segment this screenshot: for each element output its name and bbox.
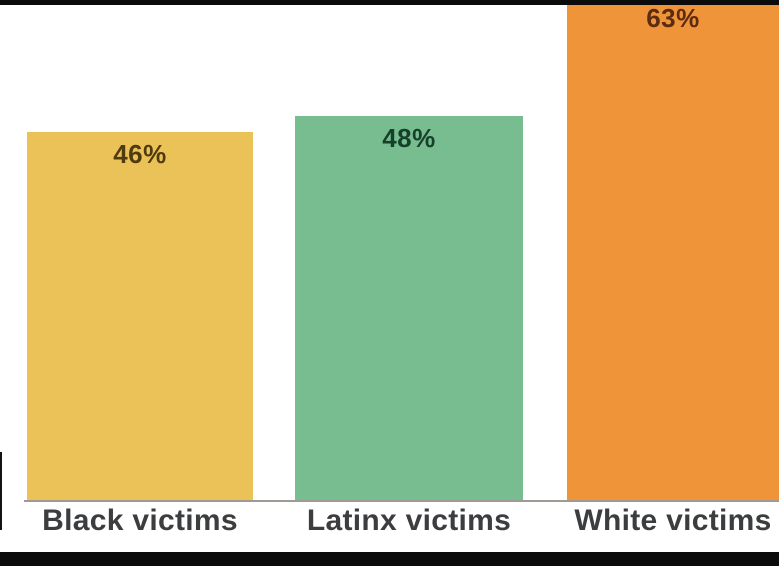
bar-latinx-victims: 48% xyxy=(295,116,523,500)
category-label-white-victims: White victims xyxy=(574,504,772,537)
category-label-black-victims: Black victims xyxy=(42,504,238,537)
bar-value-label: 48% xyxy=(382,123,436,153)
bar-value-label: 63% xyxy=(646,5,700,33)
chart-plot-area: 46% 48% 63% xyxy=(0,5,779,500)
left-edge-mark xyxy=(0,452,2,530)
bar-black-victims: 46% xyxy=(27,132,253,500)
bottom-border-strip xyxy=(0,552,779,566)
category-label-latinx-victims: Latinx victims xyxy=(306,504,512,537)
bar-value-label: 46% xyxy=(113,139,167,169)
x-axis-baseline xyxy=(24,500,779,502)
bar-white-victims: 63% xyxy=(567,5,779,500)
top-border-strip xyxy=(0,0,779,5)
